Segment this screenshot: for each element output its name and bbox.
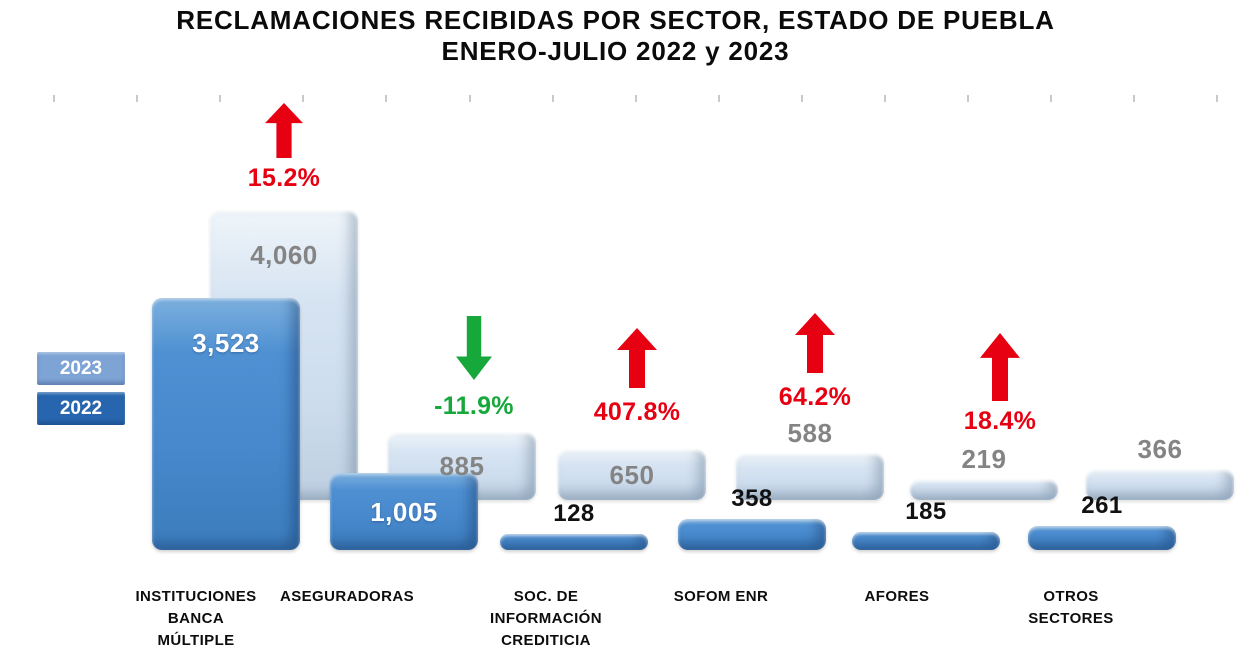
increase-arrow-icon <box>265 103 303 158</box>
axis-tick <box>1050 95 1053 102</box>
increase-arrow-icon <box>795 313 835 373</box>
value-label-2022-otros-sectores: 261 <box>1081 492 1123 519</box>
axis-tick <box>800 95 803 102</box>
legend-chip-2022: 2022 <box>37 392 125 425</box>
bar-2022-otros-sectores <box>1028 526 1176 550</box>
bar-2022-instituciones-banca-m-ltiple <box>152 298 300 550</box>
category-label-afores: AFORES <box>864 588 930 605</box>
axis-tick <box>884 95 886 102</box>
value-label-2022-instituciones-banca-m-ltiple: 3,523 <box>192 328 260 358</box>
increase-arrow-icon <box>980 333 1020 401</box>
axis-tick <box>1216 95 1219 102</box>
value-label-2022-afores: 185 <box>905 498 947 525</box>
bar-2022-afores <box>852 532 1000 550</box>
axis-tick <box>302 95 305 102</box>
change-percent-sofom-enr: 64.2% <box>778 383 852 411</box>
category-label-otros-sectores: OTROS SECTORES <box>1028 588 1114 627</box>
change-percent-instituciones-banca-m-ltiple: 15.2% <box>247 164 321 192</box>
value-label-2023-sofom-enr: 588 <box>787 418 833 448</box>
value-label-2023-instituciones-banca-m-ltiple: 4,060 <box>250 240 318 270</box>
value-label-2022-sofom-enr: 358 <box>731 485 773 512</box>
category-label-aseguradoras: ASEGURADORAS <box>280 588 414 605</box>
value-label-2023-aseguradoras: 885 <box>439 451 485 481</box>
category-label-sofom-enr: SOFOM ENR <box>673 588 769 605</box>
value-label-2023-afores: 219 <box>961 444 1007 474</box>
change-percent-aseguradoras: -11.9% <box>434 392 514 420</box>
bar-2022-soc-de-informaci-n-crediticia <box>500 534 648 550</box>
axis-tick <box>1133 95 1136 102</box>
legend-chip-2023: 2023 <box>37 352 125 385</box>
category-label-soc-de-informaci-n-crediticia: SOC. DE INFORMACIÓN CREDITICIA <box>490 588 602 649</box>
chart-subtitle: ENERO-JULIO 2022 y 2023 <box>441 36 790 66</box>
change-percent-afores: 18.4% <box>963 407 1037 435</box>
bar-2023-soc-de-informaci-n-crediticia <box>558 449 706 500</box>
bar-2023-afores <box>910 479 1058 500</box>
bar-2023-otros-sectores <box>1086 469 1234 500</box>
change-percent-soc-de-informaci-n-crediticia: 407.8% <box>593 398 681 426</box>
value-label-2022-soc-de-informaci-n-crediticia: 128 <box>553 500 595 527</box>
axis-tick <box>717 95 720 102</box>
value-label-2022-aseguradoras: 1,005 <box>370 497 438 527</box>
axis-tick <box>53 95 55 102</box>
axis-tick <box>385 95 388 102</box>
axis-tick <box>219 95 222 102</box>
axis-tick <box>468 95 471 102</box>
axis-tick <box>136 95 139 102</box>
axis-tick <box>967 95 970 102</box>
category-label-instituciones-banca-m-ltiple: INSTITUCIONES BANCA MÚLTIPLE <box>135 588 257 649</box>
value-label-2023-otros-sectores: 366 <box>1137 434 1183 464</box>
increase-arrow-icon <box>617 328 657 388</box>
bar-2022-aseguradoras <box>330 473 478 550</box>
decrease-arrow-icon <box>456 316 492 380</box>
value-label-2023-soc-de-informaci-n-crediticia: 650 <box>609 460 655 490</box>
bar-2023-sofom-enr <box>736 453 884 500</box>
axis-tick <box>551 95 554 102</box>
axis-tick <box>634 95 637 102</box>
chart-title: RECLAMACIONES RECIBIDAS POR SECTOR, ESTA… <box>176 5 1055 35</box>
bar-2022-sofom-enr <box>678 519 826 550</box>
chart-header: RECLAMACIONES RECIBIDAS POR SECTOR, ESTA… <box>0 5 1231 67</box>
